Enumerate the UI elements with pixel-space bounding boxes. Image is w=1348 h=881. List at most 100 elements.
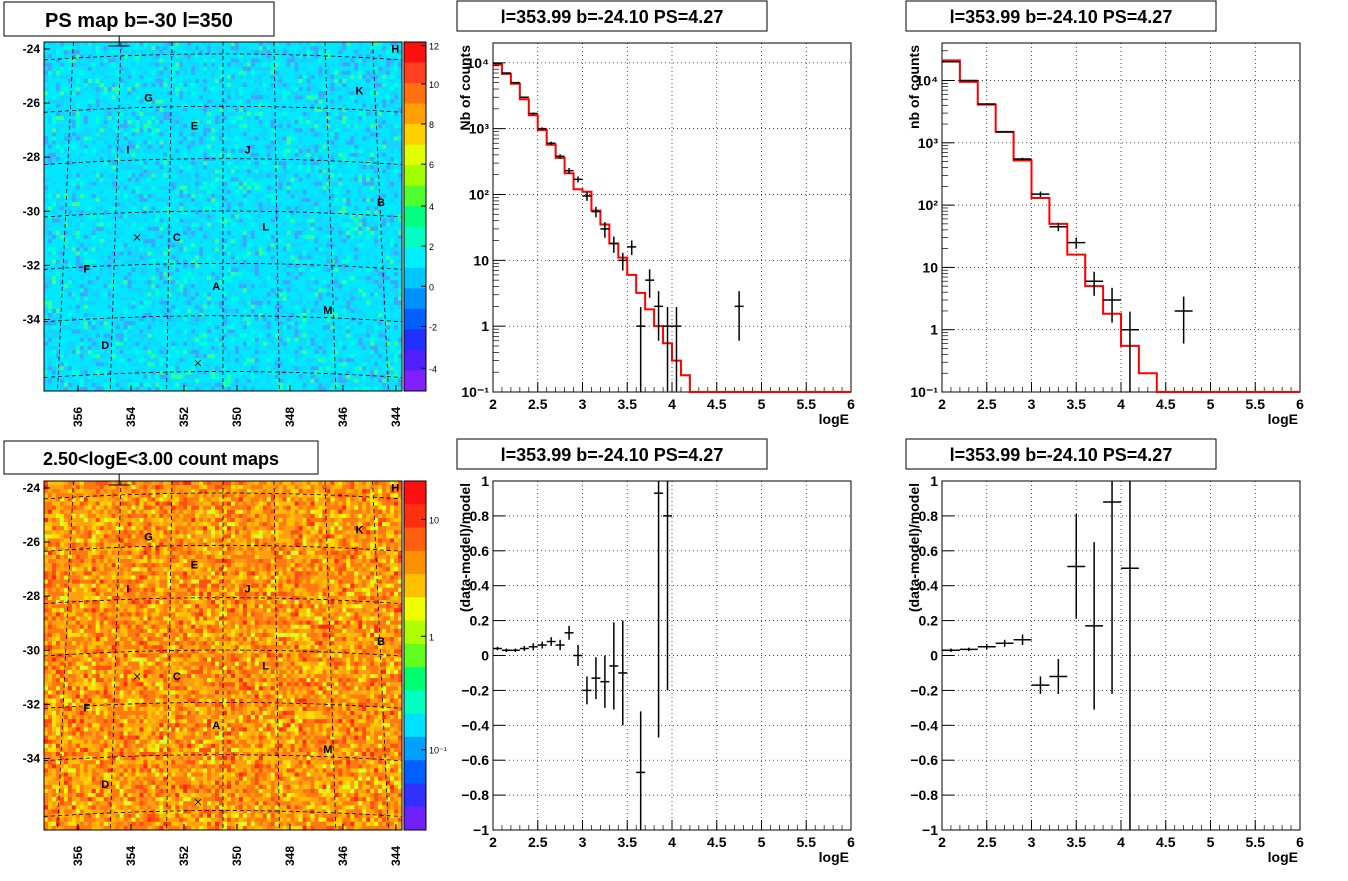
- map-cell: [59, 156, 65, 162]
- map-cell: [191, 46, 196, 51]
- map-cell: [59, 189, 65, 195]
- map-cell: [123, 148, 128, 154]
- map-cell: [215, 234, 220, 240]
- map-cell: [44, 280, 49, 285]
- map-cell: [55, 169, 61, 174]
- map-cell: [119, 259, 124, 265]
- map-cell: [219, 132, 224, 137]
- map-cell: [79, 267, 85, 273]
- map-cell: [175, 181, 180, 187]
- map-cell: [79, 54, 85, 59]
- map-cell: [246, 189, 252, 195]
- map-cell: [159, 354, 164, 359]
- map-cell: [79, 247, 85, 252]
- map-cell: [270, 230, 276, 236]
- map-cell: [159, 120, 164, 125]
- map-cell: [127, 259, 132, 265]
- map-cell: [151, 358, 156, 363]
- map-cell: [270, 115, 276, 121]
- map-cell: [139, 382, 144, 388]
- map-cell: [270, 321, 276, 326]
- map-cell: [250, 115, 256, 121]
- map-cell: [183, 161, 188, 166]
- map-cell: [254, 144, 260, 150]
- map-cell: [183, 234, 188, 240]
- map-cell: [51, 140, 57, 145]
- map-cell: [107, 156, 112, 162]
- map-cell: [115, 259, 120, 265]
- map-cell: [230, 317, 236, 322]
- map-cell: [266, 271, 272, 277]
- map-cell: [258, 148, 264, 154]
- map-cell: [246, 62, 252, 67]
- map-cell: [151, 349, 156, 355]
- map-cell: [47, 169, 53, 174]
- map-cell: [139, 374, 144, 379]
- map-cell: [163, 354, 168, 359]
- map-cell: [147, 42, 152, 47]
- map-cell: [63, 382, 69, 388]
- map-cell: [187, 259, 192, 265]
- map-cell: [167, 165, 172, 170]
- map-cell: [75, 271, 81, 277]
- map-cell: [91, 91, 97, 96]
- map-cell: [59, 74, 65, 80]
- map-cell: [83, 284, 89, 289]
- map-cell: [254, 218, 260, 223]
- map-cell: [115, 206, 120, 211]
- map-cell: [226, 374, 232, 379]
- map-cell: [254, 165, 260, 170]
- map-cell: [55, 288, 61, 293]
- map-cell: [238, 111, 244, 117]
- map-cell: [219, 280, 224, 285]
- map-cell: [107, 66, 112, 72]
- map-cell: [143, 366, 148, 371]
- map-cell: [175, 370, 180, 375]
- map-cell: [203, 124, 208, 129]
- map-cell: [199, 152, 204, 158]
- map-cell: [151, 136, 156, 141]
- map-cell: [127, 107, 132, 113]
- map-cell: [75, 321, 81, 326]
- map-cell: [226, 341, 232, 347]
- map-cell: [59, 46, 65, 51]
- map-cell: [183, 333, 188, 338]
- map-cell: [199, 202, 204, 207]
- map-cell: [155, 140, 160, 145]
- map-cell: [175, 115, 180, 121]
- map-cell: [167, 296, 172, 301]
- map-cell: [95, 140, 100, 145]
- map-cell: [44, 362, 49, 367]
- map-cell: [95, 333, 100, 338]
- map-cell: [91, 111, 97, 117]
- map-cell: [207, 370, 212, 375]
- map-cell: [254, 378, 260, 384]
- map-cell: [99, 370, 104, 375]
- map-cell: [55, 91, 61, 96]
- map-cell: [254, 239, 260, 244]
- map-cell: [75, 206, 81, 211]
- map-cell: [163, 99, 168, 104]
- map-cell: [171, 267, 176, 273]
- map-cell: [191, 74, 196, 80]
- map-cell: [51, 62, 57, 67]
- map-cell: [79, 70, 85, 76]
- map-cell: [187, 263, 192, 269]
- map-cell: [238, 239, 244, 244]
- map-cell: [179, 222, 184, 228]
- map-cell: [143, 358, 148, 363]
- map-cell: [270, 177, 276, 182]
- map-cell: [187, 99, 192, 104]
- map-cell: [250, 255, 256, 260]
- map-cell: [274, 128, 279, 133]
- map-cell: [55, 140, 61, 145]
- map-cell: [63, 111, 69, 117]
- map-cell: [187, 103, 192, 108]
- map-cell: [115, 136, 120, 141]
- map-cell: [123, 337, 128, 343]
- map-cell: [246, 46, 252, 51]
- map-cell: [195, 91, 200, 96]
- map-cell: [159, 95, 164, 100]
- map-cell: [215, 87, 220, 92]
- map-cell: [55, 42, 61, 47]
